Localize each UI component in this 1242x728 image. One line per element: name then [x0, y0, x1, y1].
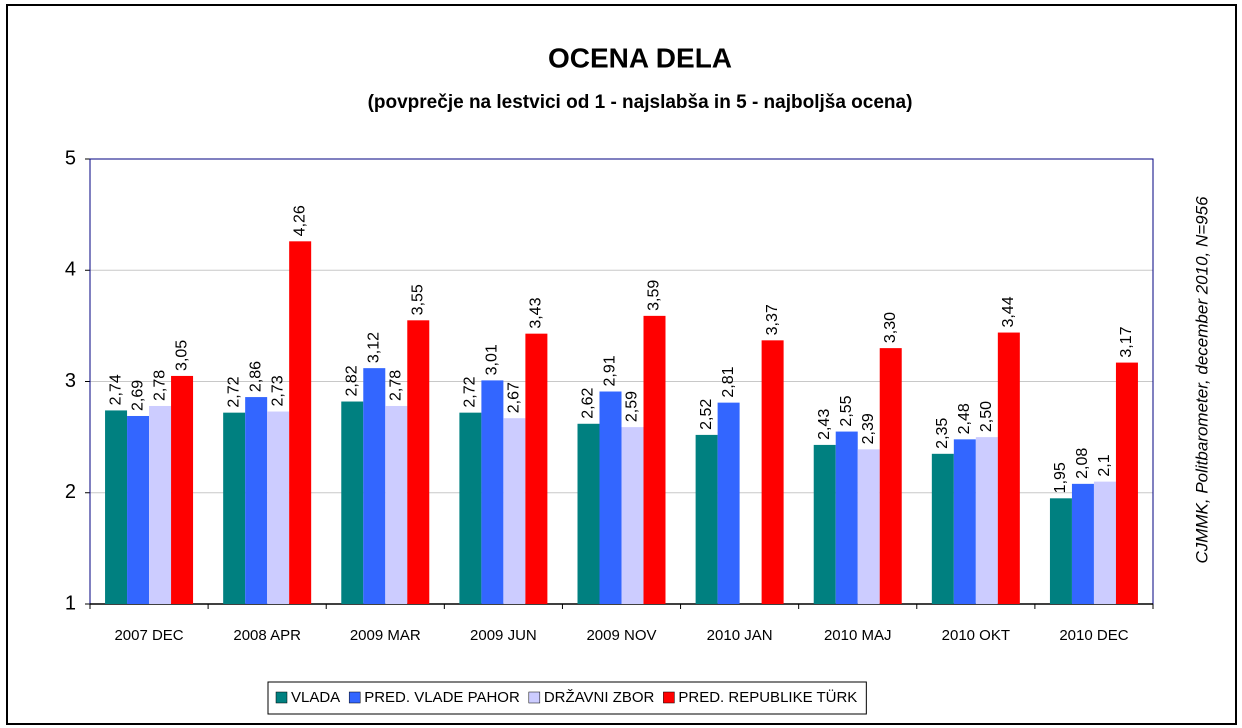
bar: [267, 411, 290, 604]
value-label: 2,08: [1074, 448, 1091, 479]
bar: [105, 410, 128, 604]
value-label: 2,82: [343, 365, 360, 396]
value-label: 2,59: [624, 391, 641, 422]
bar: [171, 375, 194, 604]
value-label: 3,37: [764, 304, 781, 335]
value-label: 1,95: [1052, 462, 1069, 493]
legend-label: PRED. REPUBLIKE TÜRK: [678, 688, 857, 706]
bar: [879, 348, 902, 604]
legend-swatch: [348, 691, 361, 704]
x-tick-label: 2010 DEC: [1059, 627, 1128, 644]
bar: [761, 340, 784, 604]
bar: [857, 449, 880, 604]
bar: [643, 315, 666, 604]
value-label: 2,86: [247, 361, 264, 392]
value-label: 2,55: [838, 395, 855, 426]
y-tick-label: 1: [65, 592, 76, 614]
bar: [717, 402, 740, 604]
x-tick-label: 2010 JAN: [707, 627, 773, 644]
value-label: 2,39: [860, 413, 877, 444]
x-tick-label: 2010 MAJ: [824, 627, 892, 644]
bar: [931, 453, 954, 604]
legend-swatch: [275, 691, 288, 704]
bar: [975, 437, 998, 604]
x-tick-label: 2009 NOV: [586, 627, 656, 644]
value-label: 2,50: [978, 401, 995, 432]
value-label: 2,78: [151, 370, 168, 401]
y-tick-label: 5: [65, 147, 76, 169]
bar: [835, 431, 858, 604]
bar: [341, 401, 364, 604]
legend-label: PRED. VLADE PAHOR: [364, 689, 520, 706]
value-label: 2,35: [934, 418, 951, 449]
legend-label: VLADA: [291, 689, 340, 706]
bar: [289, 241, 312, 604]
value-label: 2,43: [816, 409, 833, 440]
value-label: 3,55: [409, 284, 426, 315]
value-label: 3,44: [1000, 296, 1017, 327]
value-label: 3,12: [365, 332, 382, 363]
legend-label: DRŽAVNI ZBOR: [544, 689, 655, 706]
value-label: 2,78: [387, 370, 404, 401]
bar: [459, 412, 482, 604]
y-tick-label: 3: [65, 370, 76, 392]
value-label: 2,81: [720, 366, 737, 397]
bar: [997, 332, 1020, 604]
bar: [223, 412, 246, 604]
bar: [577, 423, 600, 604]
x-tick-label: 2009 MAR: [350, 627, 421, 644]
value-label: 3,43: [528, 297, 545, 328]
value-label: 2,91: [602, 355, 619, 386]
bar: [363, 368, 386, 604]
bar: [407, 320, 430, 604]
x-tick-label: 2010 OKT: [942, 627, 1010, 644]
bar: [813, 444, 836, 604]
y-tick-label: 2: [65, 481, 76, 503]
value-label: 3,59: [646, 280, 663, 311]
bar: [481, 380, 504, 604]
value-label: 2,1: [1096, 454, 1113, 476]
x-tick-label: 2008 APR: [233, 627, 301, 644]
bar: [1093, 481, 1116, 604]
value-label: 2,74: [107, 374, 124, 405]
value-label: 2,52: [698, 399, 715, 430]
legend-box: [267, 681, 867, 715]
value-label: 3,30: [882, 312, 899, 343]
bar: [1115, 362, 1138, 604]
bar: [599, 391, 622, 604]
value-label: 2,67: [506, 382, 523, 413]
bar: [621, 427, 644, 604]
x-tick-label: 2007 DEC: [114, 627, 183, 644]
value-label: 3,05: [173, 340, 190, 371]
y-tick-label: 4: [65, 259, 76, 281]
source-note: CJMMK, Politbarometer, december 2010, N=…: [1192, 196, 1211, 564]
bar: [245, 397, 268, 604]
chart-title: OCENA DELA: [548, 42, 732, 73]
value-label: 2,62: [580, 388, 597, 419]
value-label: 2,69: [129, 380, 146, 411]
value-label: 3,17: [1118, 326, 1135, 357]
bar: [695, 434, 718, 604]
bar: [503, 418, 526, 604]
bar: [385, 405, 408, 604]
bar: [127, 415, 150, 604]
chart-subtitle: (povprečje na lestvici od 1 - najslabša …: [368, 92, 913, 113]
bar: [149, 405, 172, 604]
value-label: 2,72: [462, 376, 479, 407]
value-label: 2,73: [269, 375, 286, 406]
value-label: 2,48: [956, 403, 973, 434]
value-label: 4,26: [291, 205, 308, 236]
bar: [1049, 498, 1072, 604]
legend-swatch: [528, 691, 541, 704]
legend-swatch: [663, 691, 675, 704]
bar: [1071, 483, 1094, 604]
bar: [525, 333, 548, 604]
value-label: 2,72: [225, 376, 242, 407]
x-tick-label: 2009 JUN: [470, 627, 537, 644]
value-label: 3,01: [484, 344, 501, 375]
bar: [953, 439, 976, 604]
